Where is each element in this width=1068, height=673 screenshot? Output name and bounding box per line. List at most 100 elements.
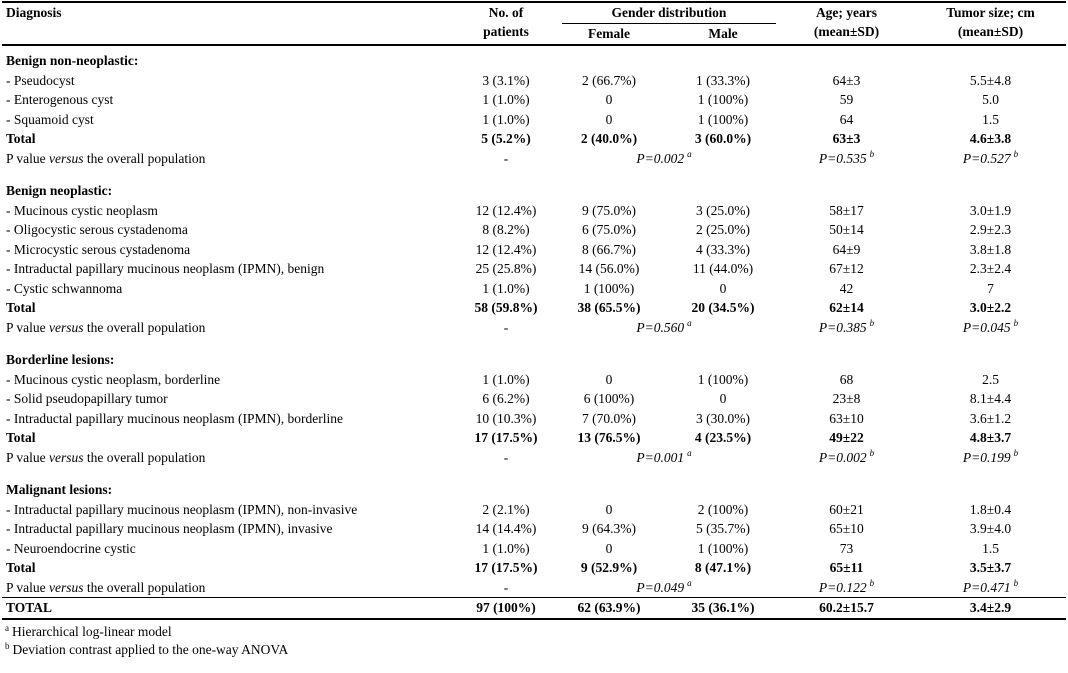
female-cell: 2 (40.0%) [580, 131, 638, 146]
age-cell: 62±14 [829, 300, 864, 315]
pvalue-label: P value versus the overall population [2, 448, 462, 468]
pvalue-label-pre: P value [6, 150, 49, 166]
age-cell: 63±10 [829, 410, 864, 426]
gender-pvalue-cell: P=0.001 a [550, 448, 778, 468]
total-row: Total 58 (59.8%) 38 (65.5%) 20 (34.5%) 62±14… [2, 298, 1066, 318]
size-pvalue-cell-value: P=0.471 [962, 579, 1011, 595]
pvalue-row: P value versus the overall population - P=… [2, 578, 1066, 598]
pvalue-label-versus: versus [49, 319, 84, 335]
male-cell: 8 (47.1%) [694, 560, 752, 575]
pvalue-label-post: the overall population [83, 579, 206, 595]
male-cell: 0 [719, 391, 727, 406]
female-cell: 14 (56.0%) [578, 261, 640, 276]
diagnosis-cell: - Neuroendocrine cystic [6, 540, 136, 556]
age-pvalue-cell-value: P=0.122 [818, 579, 867, 595]
age-cell: 65±10 [829, 521, 864, 536]
footnotes: a Hierarchical log-linear model b Deviatio… [5, 623, 1066, 659]
table-row: - Intraductal papillary mucinous neoplas… [2, 519, 1066, 539]
age-cell: 63±3 [832, 131, 861, 146]
section-header-label: Borderline lesions: [6, 352, 115, 367]
table-row: - Mucinous cystic neoplasm 12 (12.4%) 9 (7… [2, 201, 1066, 221]
male-cell: 4 (33.3%) [696, 241, 750, 257]
diagnosis-cell: - Solid pseudopapillary tumor [6, 391, 168, 406]
female-cell: 0 [605, 111, 613, 127]
male-cell: 3 (30.0%) [696, 410, 750, 426]
diagnosis-cell: - Intraductal papillary mucinous neoplas… [6, 501, 358, 517]
age-pvalue-cell-value: P=0.002 [818, 449, 867, 465]
age-cell: 49±22 [829, 430, 864, 445]
size-cell: 1.8±0.4 [969, 501, 1012, 517]
col-header-female: Female [550, 24, 668, 46]
total-row: Total 17 (17.5%) 13 (76.5%) 4 (23.5%) 49±22 4… [2, 428, 1066, 448]
size-cell: 3.8±1.8 [969, 241, 1012, 257]
male-cell: 1 (100%) [697, 92, 749, 107]
pvalue-label-pre: P value [6, 449, 49, 465]
pvalue-patients-cell: - [503, 319, 509, 335]
size-cell: 4.6±3.8 [969, 131, 1012, 146]
female-cell: 9 (64.3%) [582, 521, 636, 536]
diagnosis-cell: - Intraductal papillary mucinous neoplas… [6, 410, 344, 426]
table-header: Diagnosis No. of patients Gender distrib… [2, 2, 1066, 46]
gender-pvalue-cell-value: P=0.049 [636, 579, 685, 595]
male-cell: 4 (23.5%) [694, 430, 752, 445]
male-cell: 1 (100%) [697, 111, 749, 127]
patients-cell: 14 (14.4%) [475, 521, 537, 536]
col-header-age-line1: Age; years [815, 5, 878, 20]
col-header-age-line2: (mean±SD) [813, 24, 880, 39]
col-header-patients-line2: patients [483, 24, 529, 39]
col-header-size-line1: Tumor size; cm [946, 5, 1035, 20]
col-header-male: Male [668, 24, 778, 46]
female-cell: 0 [605, 371, 613, 387]
patients-cell: 8 (8.2%) [482, 222, 530, 237]
patients-cell: 12 (12.4%) [475, 202, 537, 218]
section-header-row: Benign neoplastic: [2, 168, 1066, 201]
pvalue-label-post: the overall population [83, 449, 206, 465]
col-header-patients-line1: No. of [488, 5, 524, 20]
male-cell: 11 (44.0%) [692, 261, 754, 276]
table-row: - Squamoid cyst 1 (1.0%) 0 1 (100%) 64 1.5 [2, 110, 1066, 130]
diagnosis-cell: - Oligocystic serous cystadenoma [6, 222, 188, 237]
footnote-b: b Deviation contrast applied to the one-w… [5, 641, 1066, 659]
female-cell: 0 [605, 540, 613, 556]
table-row: - Neuroendocrine cystic 1 (1.0%) 0 1 (100%)… [2, 539, 1066, 559]
age-cell: 58±17 [829, 202, 864, 218]
size-cell: 1.5 [982, 111, 999, 127]
footnote-b-text: Deviation contrast applied to the one-wa… [12, 642, 289, 657]
female-cell: 38 (65.5%) [577, 300, 641, 315]
patients-cell: 1 (1.0%) [482, 92, 530, 107]
section-header-row: Benign non-neoplastic: [2, 45, 1066, 71]
patients-cell: 17 (17.5%) [474, 560, 538, 575]
gender-pvalue-cell-superscript: a [687, 578, 692, 588]
size-cell: 4.8±3.7 [969, 430, 1012, 445]
size-cell: 5.5±4.8 [969, 72, 1012, 88]
section-header-label: Malignant lesions: [6, 482, 113, 497]
pvalue-label-versus: versus [49, 579, 84, 595]
size-pvalue-cell-superscript: b [1013, 318, 1019, 328]
gender-pvalue-cell-value: P=0.001 [636, 449, 685, 465]
size-pvalue-cell-value: P=0.527 [962, 150, 1011, 166]
age-cell: 64±9 [832, 241, 861, 257]
size-pvalue-cell-superscript: b [1013, 149, 1019, 159]
pvalue-label-pre: P value [6, 319, 49, 335]
col-header-patients: No. of patients [462, 2, 550, 46]
male-cell: 2 (100%) [697, 501, 749, 517]
pvalue-patients-cell: - [503, 150, 509, 166]
table-row: - Cystic schwannoma 1 (1.0%) 1 (100%) 0 42 7 [2, 279, 1066, 299]
pvalue-label-versus: versus [49, 150, 84, 166]
female-cell: 9 (52.9%) [580, 560, 638, 575]
male-cell: 1 (100%) [697, 540, 749, 556]
age-cell: 73 [839, 540, 854, 556]
male-cell: 5 (35.7%) [696, 521, 750, 536]
patients-cell: 2 (2.1%) [482, 501, 530, 517]
age-pvalue-cell: P=0.535 b [778, 149, 915, 169]
male-cell: 35 (36.1%) [668, 597, 778, 620]
table-row: - Microcystic serous cystadenoma 12 (12.4… [2, 240, 1066, 260]
diagnosis-cell: Total [6, 300, 36, 315]
col-header-diagnosis: Diagnosis [2, 2, 462, 46]
male-cell: 3 (25.0%) [696, 202, 750, 218]
size-cell: 5.0 [982, 92, 999, 107]
diagnosis-cell: - Squamoid cyst [6, 111, 94, 127]
diagnosis-cell: Total [6, 430, 36, 445]
female-cell: 8 (66.7%) [582, 241, 636, 257]
gender-pvalue-cell-superscript: a [687, 318, 692, 328]
